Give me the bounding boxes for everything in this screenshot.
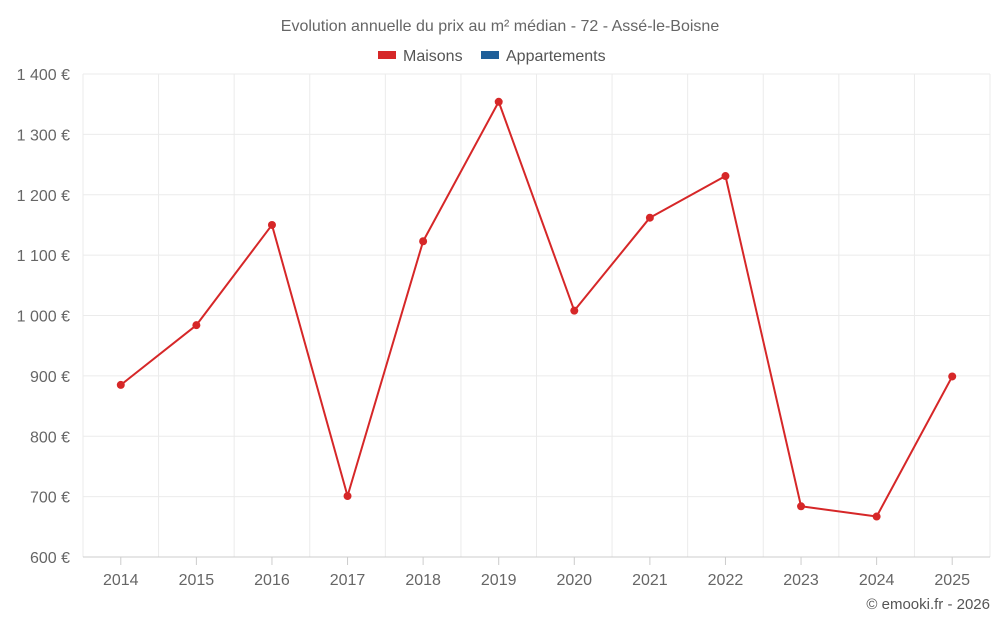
x-tick-label: 2023 [783, 572, 819, 589]
grid [82, 73, 991, 557]
x-tick-label: 2018 [405, 572, 441, 589]
y-tick-label: 1 400 € [17, 67, 70, 84]
x-tick-label: 2022 [708, 572, 744, 589]
y-tick-label: 800 € [30, 429, 70, 446]
data-point-maisons[interactable] [645, 213, 654, 222]
legend: Maisons Appartements [378, 48, 606, 65]
legend-item-maisons[interactable]: Maisons [378, 48, 463, 65]
legend-label-appartements: Appartements [506, 48, 606, 65]
series-line-maisons [120, 100, 954, 518]
x-tick-label: 2014 [103, 572, 139, 589]
data-point-maisons[interactable] [948, 372, 957, 381]
x-tick-label: 2019 [481, 572, 517, 589]
legend-swatch-appartements [481, 51, 499, 59]
y-tick-label: 700 € [30, 490, 70, 507]
x-tick-label: 2020 [556, 572, 592, 589]
x-tick-label: 2025 [934, 572, 970, 589]
y-tick-label: 1 000 € [17, 309, 70, 326]
chart-title: Evolution annuelle du prix au m² médian … [281, 18, 720, 35]
data-point-maisons[interactable] [267, 220, 276, 229]
x-tick-label: 2021 [632, 572, 668, 589]
data-point-maisons[interactable] [419, 237, 428, 246]
y-tick-label: 1 200 € [17, 188, 70, 205]
data-point-maisons[interactable] [116, 380, 125, 389]
y-tick-label: 1 100 € [17, 248, 70, 265]
y-axis: 600 € 700 € 800 € 900 € 1 000 € 1 100 € 1 200 … [17, 67, 70, 567]
data-point-maisons[interactable] [797, 502, 806, 511]
legend-label-maisons: Maisons [403, 48, 463, 65]
x-tick-label: 2016 [254, 572, 290, 589]
x-tick-label: 2024 [859, 572, 895, 589]
data-point-maisons[interactable] [343, 492, 352, 501]
data-point-maisons[interactable] [570, 306, 579, 315]
x-tick-label: 2015 [179, 572, 215, 589]
data-point-maisons[interactable] [872, 512, 881, 521]
data-point-maisons[interactable] [721, 172, 730, 181]
y-tick-label: 900 € [30, 369, 70, 386]
y-tick-label: 600 € [30, 550, 70, 567]
x-axis: 2014 2015 2016 2017 2018 2019 2020 2021 2022 2023… [103, 557, 970, 589]
series-maisons [116, 97, 957, 521]
x-tick-label: 2017 [330, 572, 366, 589]
legend-item-appartements[interactable]: Appartements [481, 48, 606, 65]
data-point-maisons[interactable] [494, 97, 503, 106]
legend-swatch-maisons [378, 51, 396, 59]
credit-text: © emooki.fr - 2026 [866, 596, 990, 613]
data-point-maisons[interactable] [192, 321, 201, 330]
y-tick-label: 1 300 € [17, 127, 70, 144]
